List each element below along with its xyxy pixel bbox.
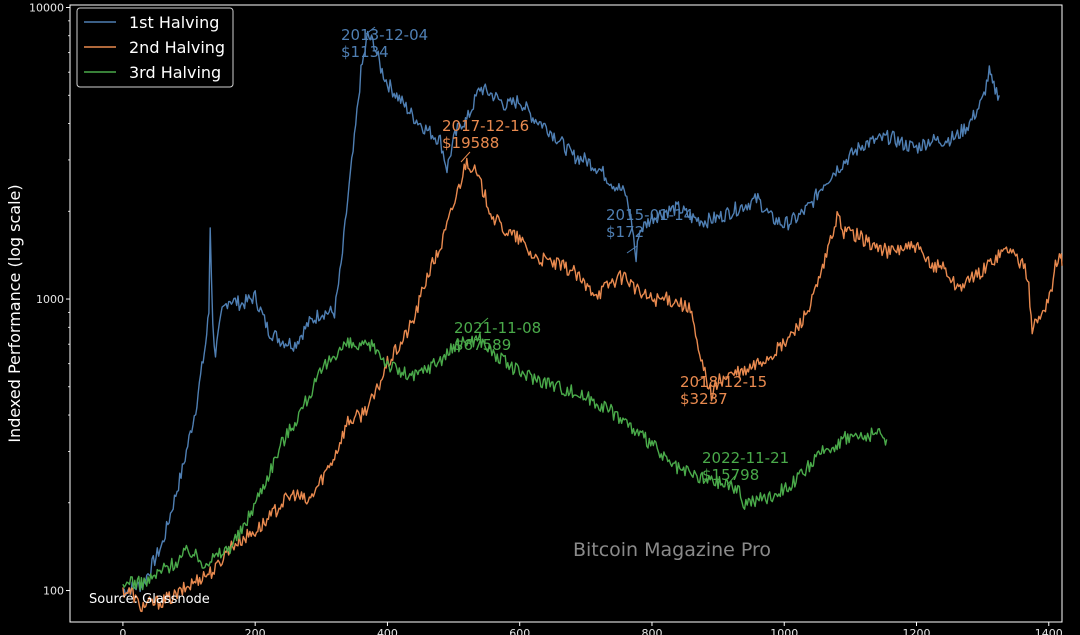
plot-frame (69, 4, 1063, 623)
annotation-date: 2022-11-21 (702, 449, 789, 467)
annotation-date: 2021-11-08 (454, 319, 541, 337)
x-tick-label: 1000 (770, 627, 798, 635)
annotation-date: 2013-12-04 (341, 26, 428, 44)
legend-label: 2nd Halving (129, 38, 225, 57)
annotations: 2013-12-04$1134 2017-12-16$19588 2015-01-1… (341, 26, 789, 486)
annotation-price: $3237 (680, 390, 728, 408)
annotation-price: $1134 (341, 43, 389, 61)
x-tick-label: 1200 (903, 627, 931, 635)
y-tick-label: 100 (43, 585, 64, 598)
annotation-date: 2015-01-14 (606, 206, 693, 224)
x-tick-label: 200 (245, 627, 266, 635)
series-line-3 (122, 332, 888, 591)
legend-box (76, 7, 234, 88)
watermark: Bitcoin Magazine Pro (573, 539, 771, 561)
x-tick-label: 600 (509, 627, 530, 635)
y-tick-label: 10000 (29, 2, 64, 15)
legend: 1st Halving 2nd Halving 3rd Halving (76, 7, 234, 88)
source-note: Source: Glassnode (89, 592, 210, 607)
y-axis-label: Indexed Performance (log scale) (5, 184, 24, 442)
annotation-arrow (478, 317, 489, 327)
annotation-price: $67589 (454, 336, 511, 354)
x-tick-label: 1400 (1035, 627, 1063, 635)
annotation-price: $172 (606, 223, 644, 241)
series-lines (122, 30, 1063, 613)
y-tick-label: 1000 (36, 293, 64, 306)
axes: 0 200 400 600 800 1000 1200 1400 100 1000 10000 (29, 2, 1063, 635)
x-tick-label: 800 (641, 627, 662, 635)
annotation-date: 2018-12-15 (680, 373, 767, 391)
annotation-arrow (365, 26, 376, 35)
annotation-arrow (460, 151, 471, 163)
annotation-arrow (626, 245, 638, 254)
series-line-1 (122, 30, 1000, 596)
legend-label: 1st Halving (129, 13, 219, 32)
annotation-price: $19588 (442, 134, 499, 152)
annotation-arrow (726, 474, 737, 486)
series-line-2 (122, 157, 1063, 613)
annotation-price: $15798 (702, 466, 759, 484)
annotation-date: 2017-12-16 (442, 117, 529, 135)
legend-label: 3rd Halving (129, 63, 221, 82)
x-tick-label: 400 (377, 627, 398, 635)
x-tick-label: 0 (119, 627, 126, 635)
annotation-arrow (697, 375, 707, 382)
